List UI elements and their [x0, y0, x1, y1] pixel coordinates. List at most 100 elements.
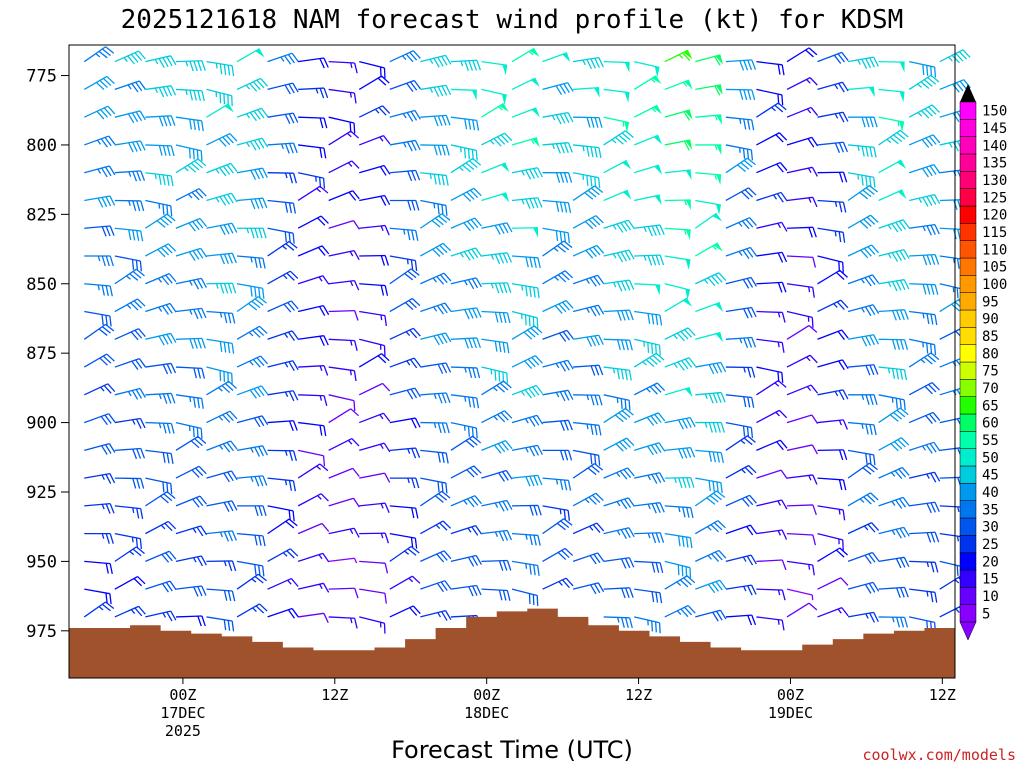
wind-barb: [145, 243, 177, 258]
wind-barb: [695, 199, 722, 215]
wind-barb: [603, 366, 632, 381]
wind-barb: [786, 384, 819, 396]
wind-barb: [634, 532, 665, 544]
colorbar-swatch: [959, 569, 977, 588]
wind-barb: [786, 588, 814, 601]
colorbar-top-arrow: [960, 84, 976, 102]
wind-barb: [236, 296, 267, 313]
wind-barb: [389, 357, 421, 369]
colorbar-label: 65: [982, 398, 999, 414]
wind-barb: [909, 560, 939, 573]
wind-barb: [878, 496, 910, 509]
wind-barb: [84, 255, 114, 267]
wind-barb: [236, 167, 268, 180]
wind-barb: [84, 442, 116, 455]
wind-barb: [114, 546, 145, 562]
wind-barb: [634, 442, 666, 456]
wind-barb: [633, 134, 663, 146]
x-tick-label: 00Z: [473, 686, 500, 704]
wind-barb: [756, 161, 788, 174]
wind-barb: [603, 88, 630, 103]
wind-barb: [328, 220, 360, 230]
colorbar-label: 30: [982, 520, 999, 536]
wind-barb: [847, 274, 880, 287]
wind-barb: [420, 392, 451, 404]
wind-barb: [359, 338, 386, 357]
wind-barb: [267, 300, 299, 313]
wind-barb: [481, 88, 507, 106]
colorbar-swatch: [959, 153, 977, 172]
wind-barb: [878, 556, 910, 569]
wind-barb: [511, 414, 544, 427]
wind-barb: [236, 385, 269, 399]
wind-barb: [542, 270, 574, 285]
wind-barb: [756, 380, 787, 396]
wind-barb: [634, 560, 664, 574]
wind-barb: [84, 413, 116, 426]
wind-barb: [389, 255, 418, 271]
wind-barb: [786, 310, 814, 328]
wind-barb: [420, 144, 450, 156]
wind-barb: [542, 299, 574, 314]
wind-barb: [909, 310, 938, 326]
wind-barb: [603, 338, 633, 351]
wind-barb: [725, 554, 757, 566]
wind-barb: [358, 382, 391, 396]
wind-barb: [419, 213, 451, 229]
wind-barb: [664, 387, 693, 398]
wind-barb: [481, 222, 513, 235]
wind-barb: [694, 490, 726, 507]
wind-barb: [389, 169, 421, 182]
wind-barb: [634, 472, 666, 484]
wind-barb: [908, 352, 940, 368]
wind-barb: [817, 111, 849, 123]
colorbar-label: 120: [982, 208, 1007, 224]
wind-barb: [328, 527, 360, 538]
wind-barb: [450, 307, 482, 320]
wind-barb: [114, 505, 144, 519]
wind-barb: [450, 247, 483, 261]
wind-barb: [603, 159, 632, 174]
wind-barb: [206, 338, 235, 354]
wind-barb: [481, 252, 513, 265]
wind-barb: [756, 616, 785, 631]
wind-barb: [756, 529, 788, 540]
wind-barb: [786, 47, 818, 63]
wind-barb: [206, 530, 237, 542]
wind-barb: [267, 330, 299, 341]
wind-barb: [84, 105, 116, 120]
wind-barb: [450, 217, 482, 232]
wind-barb: [695, 579, 727, 594]
wind-barb: [145, 520, 177, 535]
wind-barb: [359, 616, 386, 634]
colorbar-swatch: [959, 448, 977, 467]
wind-barb: [572, 463, 604, 479]
wind-barb: [817, 329, 849, 341]
y-tick-label: 875: [26, 344, 57, 364]
wind-barb: [725, 614, 757, 626]
wind-barb: [756, 221, 788, 232]
colorbar-swatch: [959, 587, 977, 605]
wind-barb: [481, 102, 509, 118]
wind-barb: [695, 114, 723, 125]
wind-barb: [298, 87, 329, 99]
wind-barb: [756, 499, 788, 510]
wind-barb: [359, 472, 391, 483]
wind-barb: [267, 112, 299, 125]
wind-barb: [114, 298, 146, 313]
wind-barb: [420, 84, 452, 97]
wind-barb: [603, 527, 635, 539]
wind-barb: [725, 394, 755, 408]
wind-barb: [389, 447, 421, 459]
wind-barb: [328, 88, 357, 104]
colorbar-label: 125: [982, 190, 1007, 206]
colorbar-label: 50: [982, 450, 999, 466]
wind-barb: [298, 57, 329, 69]
wind-barb: [634, 338, 661, 356]
wind-barb: [908, 104, 940, 119]
wind-barb: [236, 532, 266, 547]
colorbar-label: 135: [982, 156, 1007, 172]
wind-barb: [298, 116, 328, 129]
wind-barb: [328, 338, 358, 351]
wind-barb: [420, 199, 448, 216]
